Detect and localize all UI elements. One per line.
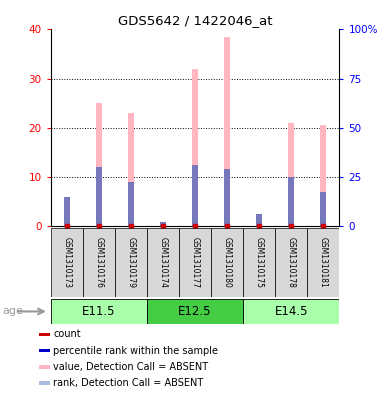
Bar (39, 365, 50, 369)
Text: E12.5: E12.5 (178, 305, 212, 318)
Text: GSM1310173: GSM1310173 (62, 237, 71, 288)
FancyBboxPatch shape (147, 299, 243, 324)
Bar (39, 381, 50, 385)
FancyBboxPatch shape (115, 228, 147, 297)
Bar (160, 222, 166, 226)
Text: GSM1310177: GSM1310177 (190, 237, 200, 288)
Text: E11.5: E11.5 (82, 305, 115, 318)
Text: percentile rank within the sample: percentile rank within the sample (53, 345, 218, 356)
Text: count: count (53, 329, 81, 339)
Bar (39, 349, 50, 352)
Bar (96, 167, 102, 226)
Bar (39, 332, 50, 336)
FancyBboxPatch shape (51, 228, 83, 297)
Text: GSM1310180: GSM1310180 (223, 237, 232, 288)
Bar (64, 206, 70, 226)
Text: GSM1310179: GSM1310179 (126, 237, 135, 288)
Bar (224, 37, 230, 226)
FancyBboxPatch shape (243, 228, 275, 297)
Text: GSM1310176: GSM1310176 (94, 237, 103, 288)
FancyBboxPatch shape (275, 228, 307, 297)
Bar (96, 103, 102, 226)
Bar (288, 177, 294, 226)
FancyBboxPatch shape (211, 228, 243, 297)
Bar (128, 113, 134, 226)
Text: rank, Detection Call = ABSENT: rank, Detection Call = ABSENT (53, 378, 204, 388)
Bar (224, 169, 230, 226)
Text: GSM1310174: GSM1310174 (158, 237, 167, 288)
Text: age: age (2, 307, 23, 316)
Bar (192, 69, 198, 226)
Text: GSM1310178: GSM1310178 (287, 237, 296, 288)
Bar (64, 196, 70, 226)
FancyBboxPatch shape (179, 228, 211, 297)
Bar (192, 165, 198, 226)
FancyBboxPatch shape (243, 299, 339, 324)
Bar (128, 182, 134, 226)
Bar (256, 214, 262, 226)
Bar (320, 191, 326, 226)
FancyBboxPatch shape (83, 228, 115, 297)
Text: GSM1310181: GSM1310181 (319, 237, 328, 288)
Text: GSM1310175: GSM1310175 (255, 237, 264, 288)
Bar (288, 123, 294, 226)
Text: E14.5: E14.5 (275, 305, 308, 318)
FancyBboxPatch shape (307, 228, 339, 297)
Text: value, Detection Call = ABSENT: value, Detection Call = ABSENT (53, 362, 208, 372)
FancyBboxPatch shape (147, 228, 179, 297)
Text: GDS5642 / 1422046_at: GDS5642 / 1422046_at (118, 14, 272, 27)
FancyBboxPatch shape (51, 299, 147, 324)
Bar (320, 125, 326, 226)
Bar (160, 222, 166, 226)
